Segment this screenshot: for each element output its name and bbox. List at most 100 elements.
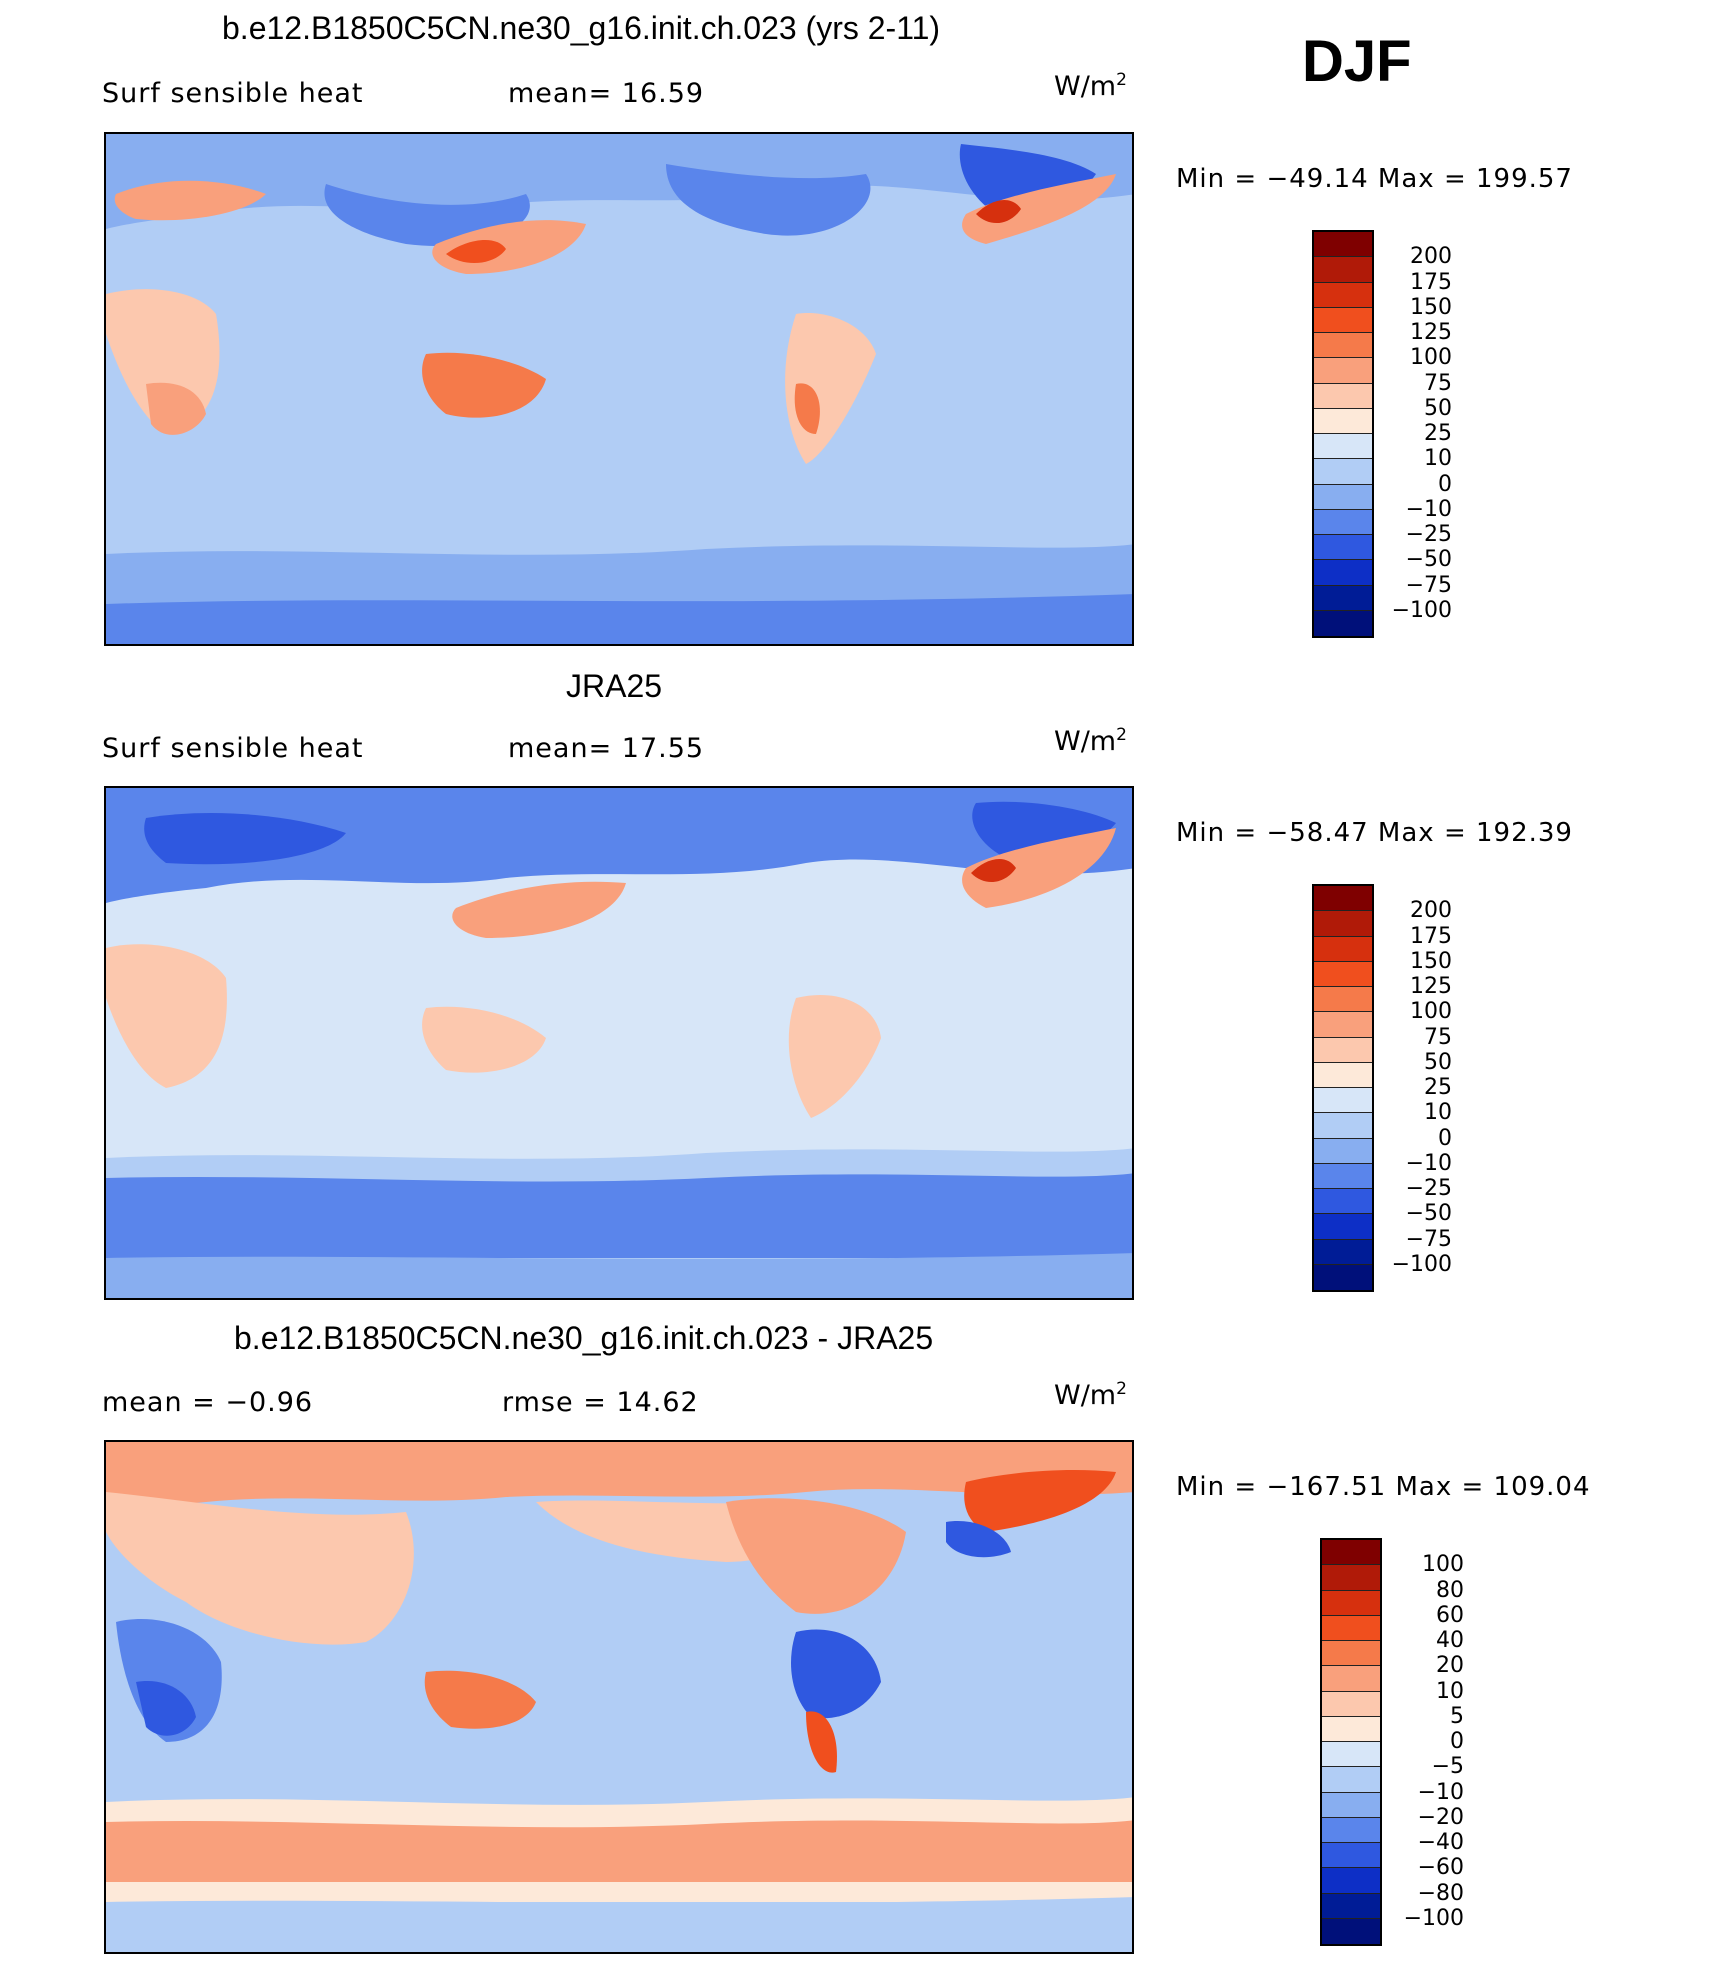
colorbar-tick-label: 125 [1410, 974, 1452, 999]
panel-1-mean-label: mean= 16.59 [508, 78, 705, 109]
colorbar-swatch [1322, 1843, 1380, 1869]
colorbar-tick-label: −25 [1405, 1176, 1452, 1201]
colorbar-tick-label: 75 [1424, 370, 1452, 396]
colorbar-tick-label: −10 [1417, 1779, 1464, 1805]
colorbar-swatch [1314, 961, 1372, 987]
panel-3-units: W/m2 [1054, 1379, 1127, 1411]
colorbar-swatch [1314, 610, 1372, 636]
panel-2-variable-label: Surf sensible heat [102, 733, 364, 764]
colorbar-swatch [1314, 1138, 1372, 1164]
colorbar-tick-label: −10 [1405, 1150, 1452, 1176]
colorbar-tick-label: 25 [1424, 1075, 1452, 1100]
colorbar-tick-label: 80 [1436, 1577, 1464, 1603]
colorbar-tick-label: 0 [1438, 471, 1452, 497]
colorbar-swatch [1314, 1113, 1372, 1139]
colorbar-swatch [1314, 1239, 1372, 1265]
colorbar-swatch [1314, 484, 1372, 510]
colorbar-swatch [1314, 509, 1372, 535]
colorbar-swatch [1314, 1037, 1372, 1063]
panel-2-colorbar [1312, 884, 1374, 1292]
colorbar-tick-label: 40 [1436, 1628, 1464, 1653]
colorbar-swatch [1314, 987, 1372, 1013]
colorbar-swatch [1322, 1767, 1380, 1793]
colorbar-tick-label: −60 [1417, 1855, 1464, 1881]
colorbar-swatch [1322, 1691, 1380, 1717]
colorbar-tick-label: 10 [1436, 1678, 1464, 1704]
colorbar-tick-label: 200 [1410, 244, 1452, 270]
colorbar-swatch [1314, 1189, 1372, 1215]
colorbar-swatch [1322, 1641, 1380, 1667]
colorbar-tick-label: 50 [1424, 1049, 1452, 1075]
colorbar-tick-label: 150 [1410, 948, 1452, 974]
colorbar-swatch [1322, 1792, 1380, 1818]
colorbar-swatch [1314, 333, 1372, 359]
colorbar-tick-label: −75 [1405, 572, 1452, 598]
colorbar-swatch [1322, 1716, 1380, 1742]
panel-3-rmse-label: rmse = 14.62 [502, 1387, 699, 1418]
panel-2-units: W/m2 [1054, 725, 1127, 757]
colorbar-tick-label: −50 [1405, 1201, 1452, 1227]
colorbar-swatch [1322, 1540, 1380, 1566]
panel-1-variable-label: Surf sensible heat [102, 78, 364, 109]
colorbar-swatch [1314, 358, 1372, 384]
colorbar-tick-label: 175 [1410, 269, 1452, 295]
colorbar-swatch [1314, 886, 1372, 912]
colorbar-swatch [1314, 560, 1372, 586]
season-label: DJF [1302, 29, 1412, 94]
panel-2-minmax: Min = −58.47 Max = 192.39 [1176, 818, 1573, 848]
colorbar-swatch [1322, 1817, 1380, 1843]
colorbar-swatch [1322, 1918, 1380, 1944]
colorbar-swatch [1314, 232, 1372, 258]
colorbar-tick-label: 60 [1436, 1602, 1464, 1628]
panel-1-colorbar [1312, 230, 1374, 638]
colorbar-tick-label: 100 [1422, 1552, 1464, 1578]
colorbar-swatch [1314, 535, 1372, 561]
panel-1-units: W/m2 [1054, 70, 1127, 102]
panel-1-title: b.e12.B1850C5CN.ne30_g16.init.ch.023 (yr… [222, 10, 941, 46]
colorbar-tick-label: 75 [1424, 1024, 1452, 1050]
colorbar-tick-label: 0 [1438, 1125, 1452, 1151]
colorbar-tick-label: −10 [1405, 496, 1452, 522]
panel-1-map [104, 132, 1134, 646]
colorbar-tick-label: 5 [1450, 1703, 1464, 1729]
colorbar-tick-label: 50 [1424, 395, 1452, 421]
colorbar-swatch [1314, 434, 1372, 460]
colorbar-swatch [1322, 1590, 1380, 1616]
colorbar-tick-label: 200 [1410, 898, 1452, 924]
colorbar-tick-label: −100 [1403, 1905, 1464, 1931]
colorbar-swatch [1322, 1615, 1380, 1641]
colorbar-tick-label: −100 [1391, 597, 1452, 623]
colorbar-tick-label: −25 [1405, 522, 1452, 547]
panel-3-mean-label: mean = −0.96 [102, 1387, 314, 1418]
colorbar-tick-label: 100 [1410, 345, 1452, 371]
panel-3-minmax: Min = −167.51 Max = 109.04 [1176, 1472, 1591, 1502]
colorbar-tick-label: 100 [1410, 999, 1452, 1025]
colorbar-tick-label: −40 [1417, 1830, 1464, 1855]
panel-3-colorbar [1320, 1538, 1382, 1946]
colorbar-swatch [1314, 1012, 1372, 1038]
colorbar-tick-label: 20 [1436, 1653, 1464, 1679]
panel-2-map [104, 786, 1134, 1300]
colorbar-swatch [1314, 307, 1372, 333]
colorbar-swatch [1322, 1742, 1380, 1768]
colorbar-swatch [1322, 1893, 1380, 1919]
colorbar-swatch [1322, 1565, 1380, 1591]
colorbar-tick-label: 150 [1410, 294, 1452, 320]
colorbar-tick-label: 25 [1424, 421, 1452, 446]
colorbar-swatch [1314, 936, 1372, 962]
colorbar-swatch [1314, 1214, 1372, 1240]
colorbar-swatch [1314, 459, 1372, 485]
colorbar-tick-label: 10 [1424, 446, 1452, 472]
panel-2-title: JRA25 [566, 668, 663, 704]
colorbar-tick-label: −50 [1405, 547, 1452, 573]
colorbar-swatch [1314, 282, 1372, 308]
colorbar-tick-label: −80 [1417, 1880, 1464, 1906]
colorbar-swatch [1314, 257, 1372, 283]
panel-2-mean-label: mean= 17.55 [508, 733, 705, 764]
colorbar-tick-label: 10 [1424, 1100, 1452, 1126]
panel-3-title: b.e12.B1850C5CN.ne30_g16.init.ch.023 - J… [234, 1320, 934, 1356]
colorbar-tick-label: −100 [1391, 1251, 1452, 1277]
colorbar-tick-label: −20 [1417, 1804, 1464, 1830]
panel-3-map [104, 1440, 1134, 1954]
colorbar-tick-label: 175 [1410, 923, 1452, 949]
